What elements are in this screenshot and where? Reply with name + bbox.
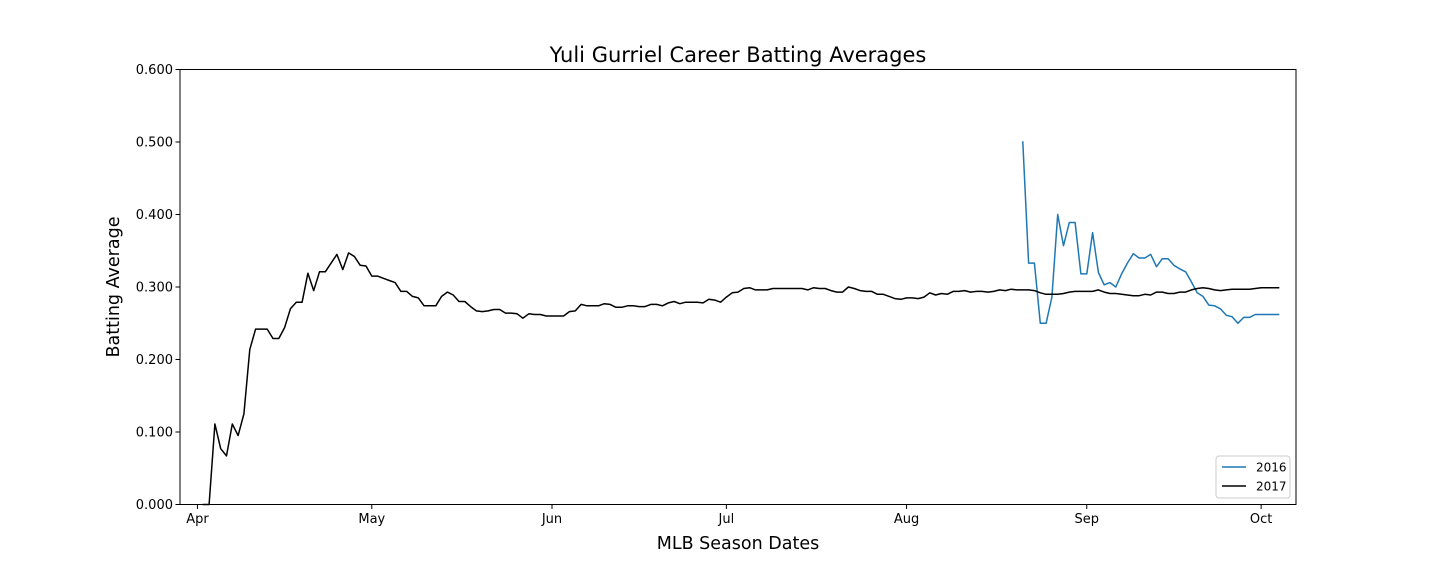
- x-tick-label: Jul: [718, 512, 735, 527]
- x-tick-label: Jun: [541, 512, 562, 527]
- y-tick-label: 0.100: [136, 426, 173, 441]
- y-tick-label: 0.300: [136, 281, 173, 296]
- x-axis: Apr May Jun Jul Aug Sep Oct: [186, 504, 1272, 527]
- y-tick-label: 0.200: [136, 353, 173, 368]
- chart-title: Yuli Gurriel Career Batting Averages: [549, 43, 927, 67]
- x-tick-label: May: [358, 512, 385, 527]
- x-axis-title: MLB Season Dates: [657, 534, 819, 554]
- series-line-2016: [1022, 141, 1280, 325]
- x-tick-label: Aug: [894, 512, 919, 527]
- y-axis: 0.000 0.100 0.200 0.300 0.400 0.500 0.600: [136, 63, 180, 513]
- y-tick-label: 0.400: [136, 208, 173, 223]
- series-line-2017: [202, 252, 1280, 506]
- y-tick-label: 0.500: [136, 136, 173, 151]
- legend-label-2017: 2017: [1256, 480, 1287, 494]
- y-tick-label: 0.600: [136, 63, 173, 78]
- y-axis-title: Batting Average: [104, 217, 124, 358]
- x-tick-label: Sep: [1074, 512, 1099, 527]
- legend: 2016 2017: [1215, 455, 1291, 499]
- series-layer: [202, 141, 1280, 506]
- x-tick-label: Oct: [1250, 512, 1272, 527]
- legend-label-2016: 2016: [1256, 461, 1287, 475]
- y-tick-label: 0.000: [136, 498, 173, 513]
- x-tick-label: Apr: [186, 512, 209, 527]
